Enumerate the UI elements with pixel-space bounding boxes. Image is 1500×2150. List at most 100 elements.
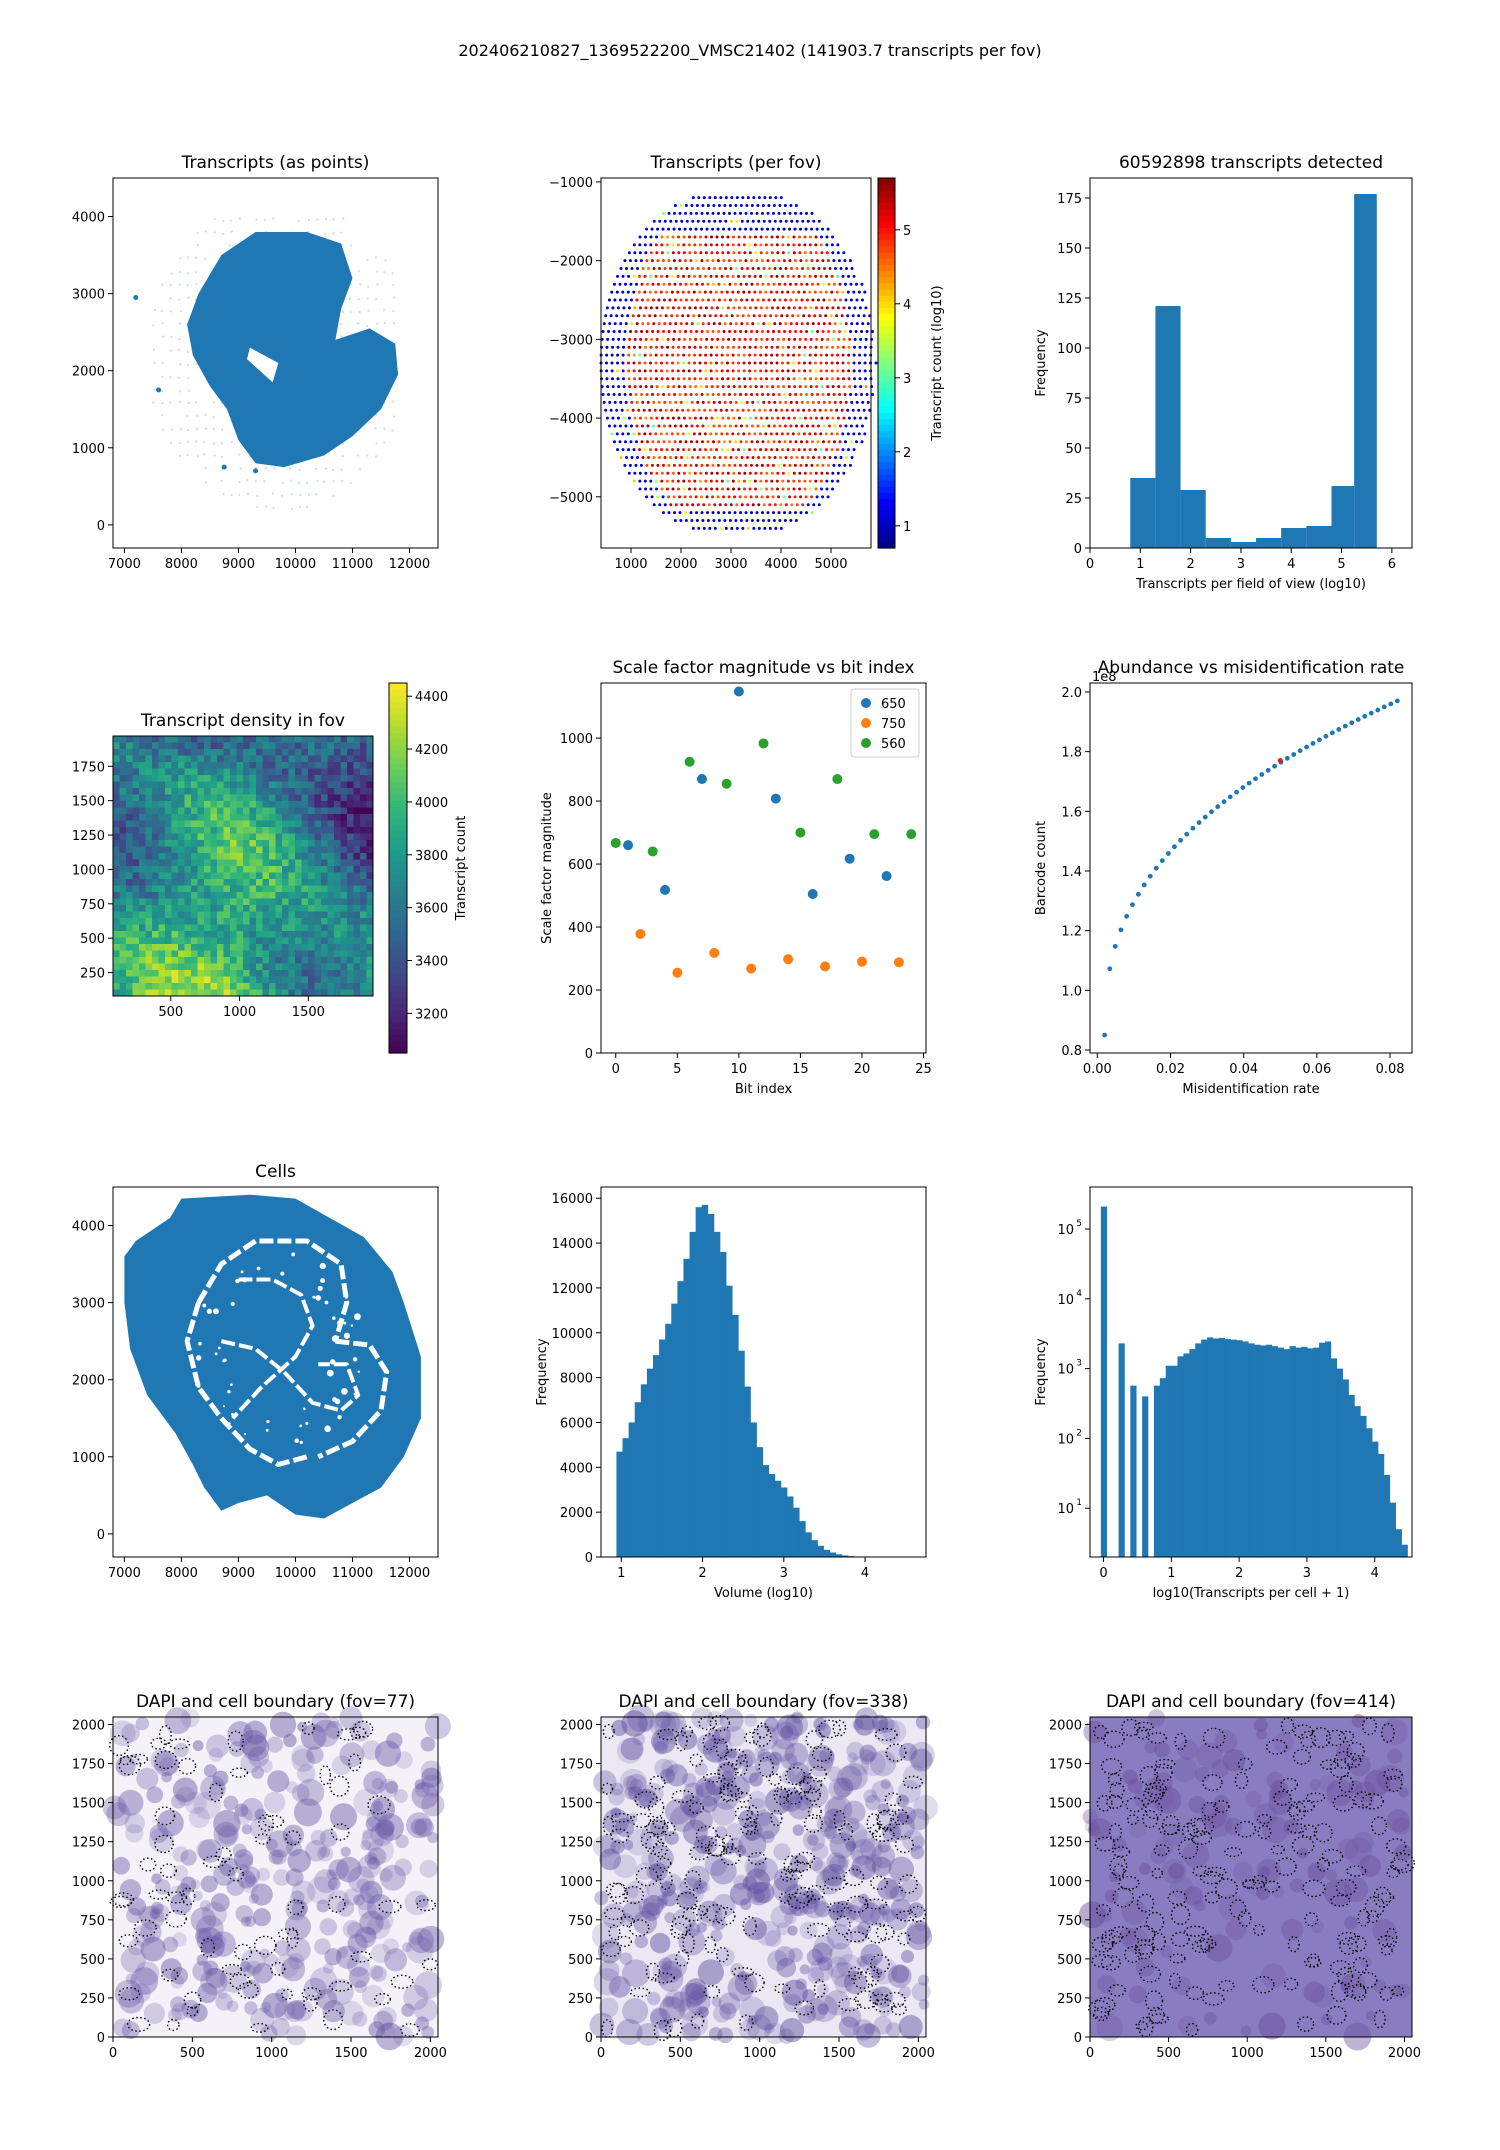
fov-point	[794, 440, 798, 444]
abundance-point	[1375, 707, 1381, 713]
density-cell	[366, 924, 374, 932]
density-cell	[262, 853, 270, 860]
x-tick-label: 0.00	[1083, 1062, 1112, 1077]
density-cell	[191, 879, 198, 886]
density-cell	[243, 846, 250, 854]
fov-point	[815, 385, 819, 389]
nucleus-blob	[291, 1748, 315, 1772]
fov-point	[695, 440, 699, 444]
colorbar-segment	[878, 498, 895, 506]
fov-point	[775, 432, 779, 436]
colorbar-tick-label: 5	[903, 224, 911, 239]
colorbar-segment	[389, 972, 407, 980]
density-cell	[308, 944, 315, 951]
fov-point	[731, 432, 735, 436]
fov-point	[635, 400, 639, 404]
fov-point	[728, 392, 732, 396]
figure-suptitle: 202406210827_1369522200_VMSC21402 (14190…	[458, 41, 1041, 61]
fov-point	[860, 330, 864, 334]
fov-point	[688, 306, 692, 310]
nucleus-blob	[208, 1747, 224, 1763]
density-cell	[308, 931, 315, 938]
density-cell	[256, 846, 263, 854]
fov-point	[715, 369, 719, 373]
fov-point	[715, 251, 719, 255]
density-cell	[249, 872, 257, 880]
sparse-point	[246, 492, 250, 496]
nucleus-blob	[744, 1854, 768, 1878]
colorbar-segment	[389, 905, 407, 912]
sparse-point	[194, 401, 198, 404]
density-cell	[197, 846, 205, 854]
fov-point	[665, 353, 669, 357]
nucleus-blob	[852, 1829, 876, 1853]
sparse-point	[290, 493, 293, 496]
histogram-bar	[1271, 1346, 1279, 1557]
nucleus-blob	[243, 1720, 268, 1745]
density-cell	[197, 768, 205, 776]
colorbar-segment	[878, 276, 895, 284]
sparse-point	[152, 324, 155, 327]
cell-free-spot	[332, 1316, 336, 1320]
sparse-point	[384, 259, 387, 262]
fov-point	[753, 479, 757, 483]
histogram-bar	[1177, 1356, 1184, 1557]
fov-point	[655, 337, 659, 341]
fov-point	[633, 377, 637, 381]
fov-point	[673, 282, 677, 286]
density-cell	[113, 989, 120, 997]
density-cell	[327, 892, 335, 899]
fov-point	[825, 377, 829, 381]
nucleus-blob	[322, 1963, 334, 1974]
cell-free-spot	[240, 1270, 244, 1274]
fov-point	[617, 337, 621, 341]
fov-point	[698, 448, 702, 452]
density-cell	[204, 989, 211, 997]
fov-point	[750, 298, 754, 302]
fov-point	[834, 455, 838, 459]
fov-point	[860, 298, 864, 302]
colorbar-segment	[878, 202, 895, 210]
fov-point	[660, 416, 664, 420]
density-cell	[197, 924, 205, 932]
density-cell	[145, 827, 153, 834]
sparse-point	[316, 479, 319, 482]
highlight-point	[1277, 757, 1283, 764]
fov-point	[819, 353, 823, 357]
density-cell	[210, 853, 218, 860]
density-cell	[353, 840, 361, 847]
fov-point	[781, 306, 785, 310]
fov-point	[750, 511, 754, 515]
fov-point	[839, 267, 843, 271]
density-cell	[126, 976, 133, 984]
fov-point	[651, 330, 655, 334]
abundance-point	[1124, 913, 1130, 919]
nucleus-blob	[887, 1813, 915, 1841]
y-axis-label: Scale factor magnitude	[540, 792, 555, 944]
fov-point	[777, 440, 781, 444]
density-cell	[230, 892, 237, 899]
fov-point	[741, 314, 745, 318]
density-cell	[360, 762, 367, 769]
fov-point	[849, 440, 853, 444]
fov-point	[690, 322, 694, 326]
fov-point	[755, 495, 759, 499]
fov-point	[670, 432, 674, 436]
density-cell	[243, 989, 250, 997]
x-tick-label: 3	[1237, 557, 1245, 572]
fov-point	[785, 314, 789, 318]
sparse-point	[178, 270, 182, 274]
histogram-bar	[677, 1281, 684, 1557]
density-cell	[191, 918, 198, 925]
cell-boundary	[158, 1725, 172, 1746]
fov-point	[659, 408, 663, 412]
nucleus-blob	[306, 1876, 335, 1905]
fov-point	[693, 274, 697, 278]
density-cell	[126, 983, 133, 990]
fov-point	[834, 267, 838, 271]
density-cell	[334, 846, 341, 854]
density-cell	[295, 853, 302, 860]
cell-boundary	[221, 1963, 243, 1975]
density-cell	[353, 762, 361, 769]
fov-point	[766, 282, 770, 286]
